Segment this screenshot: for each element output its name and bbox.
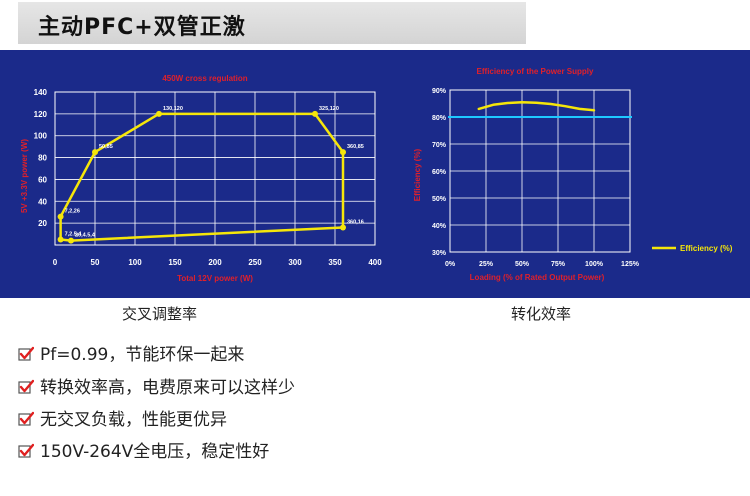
feature-text: 150V-264V全电压，稳定性好 — [40, 442, 270, 462]
c1-point-label: 325,120 — [319, 106, 339, 112]
c2-ytick-label: 70% — [432, 142, 447, 149]
c2-ytick-label: 80% — [432, 115, 447, 122]
c1-point — [68, 237, 74, 244]
checkbox-checked-icon — [18, 443, 34, 458]
c1-point — [156, 110, 162, 117]
banner-title: 主动PFC+双管正激 — [38, 15, 246, 40]
checkbox-checked-icon — [18, 379, 34, 394]
c1-xtick-label: 200 — [208, 258, 222, 267]
c1-point — [57, 236, 64, 243]
feature-item: 150V-264V全电压，稳定性好 — [18, 441, 269, 463]
c2-xlabel: Loading (% of Rated Output Power) — [470, 273, 605, 282]
c2-xtick-label: 100% — [585, 261, 604, 268]
c1-ytick-label: 120 — [34, 110, 48, 119]
c1-point — [92, 149, 98, 156]
checkbox-checked-icon — [18, 346, 34, 361]
c1-ytick-label: 40 — [38, 197, 47, 206]
c1-point — [312, 110, 318, 117]
c1-envelope-line — [59, 112, 345, 242]
c1-ytick-label: 140 — [34, 88, 48, 97]
c2-ytick-label: 90% — [432, 88, 447, 95]
feature-text: Pf=0.99，节能环保一起来 — [40, 345, 245, 365]
c2-ytick-label: 30% — [432, 250, 447, 257]
c1-ytick-label: 60 — [38, 175, 47, 184]
caption-cross-regulation: 交叉调整率 — [122, 305, 198, 323]
c1-point — [57, 213, 64, 220]
feature-item: 无交叉负载，性能更优异 — [18, 409, 227, 431]
caption-efficiency: 转化效率 — [511, 305, 572, 323]
c1-xtick-label: 400 — [368, 258, 382, 267]
c2-xtick-label: 50% — [515, 261, 530, 268]
charts-svg: 450W cross regulation 0 50 100 150 200 250 300… — [20, 67, 733, 283]
c1-xtick-label: 100 — [128, 258, 142, 267]
feature-item: 转换效率高，电费原来可以这样少 — [18, 377, 295, 399]
section-banner — [18, 2, 526, 44]
c2-xtick-label: 125% — [621, 261, 640, 268]
feature-item: Pf=0.99，节能环保一起来 — [18, 344, 244, 366]
efficiency-chart: Efficiency of the Power Supply 0% 25% 50% 7… — [413, 67, 733, 282]
c2-xtick-label: 25% — [479, 261, 494, 268]
c1-point-label: 130,120 — [163, 106, 183, 112]
c1-point — [340, 224, 346, 231]
c1-title: 450W cross regulation — [162, 74, 247, 83]
c1-point-label: 50,85 — [99, 144, 113, 150]
feature-text: 转换效率高，电费原来可以这样少 — [40, 378, 295, 398]
c1-xtick-label: 350 — [328, 258, 342, 267]
c2-ytick-label: 40% — [432, 223, 447, 230]
c1-point — [340, 149, 346, 156]
c1-point-label: 7,2.5,4 — [65, 232, 83, 238]
c1-xtick-label: 300 — [288, 258, 302, 267]
c2-legend-label: Efficiency (%) — [680, 244, 733, 253]
c2-ytick-label: 60% — [432, 169, 447, 176]
c1-point-label: 360,16 — [347, 220, 364, 226]
c1-point-label: 20,4.5,4 — [75, 233, 96, 239]
c1-point-label: 360,85 — [347, 144, 364, 150]
c1-xtick-label: 50 — [91, 258, 100, 267]
c2-efficiency-series — [477, 100, 596, 112]
c2-ytick-label: 50% — [432, 196, 447, 203]
c1-ytick-label: 80 — [38, 154, 47, 163]
c1-ytick-label: 100 — [34, 132, 48, 141]
c1-xtick-label: 0 — [53, 258, 58, 267]
c1-ytick-label: 20 — [38, 219, 47, 228]
c2-legend: Efficiency (%) — [652, 244, 733, 253]
c1-xlabel: Total 12V power (W) — [177, 274, 253, 283]
c1-xtick-label: 250 — [248, 258, 262, 267]
c2-ylabel: Efficiency (%) — [413, 148, 422, 201]
c1-ylabel: 5V +3.3V power (W) — [20, 139, 29, 213]
c1-point-label: 7,2,26 — [65, 209, 80, 215]
c2-xtick-label: 0% — [445, 261, 456, 268]
c2-title: Efficiency of the Power Supply — [477, 67, 594, 76]
c2-xtick-label: 75% — [551, 261, 566, 268]
c1-xtick-label: 150 — [168, 258, 182, 267]
cross-regulation-chart: 450W cross regulation 0 50 100 150 200 250 300… — [20, 74, 382, 283]
feature-text: 无交叉负载，性能更优异 — [40, 410, 227, 430]
checkbox-checked-icon — [18, 411, 34, 426]
